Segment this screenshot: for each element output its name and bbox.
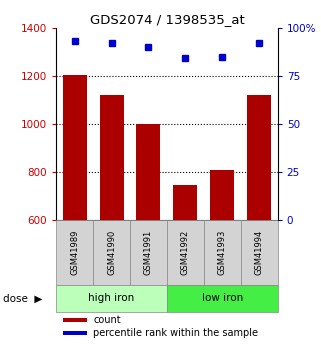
Bar: [130, 220, 167, 285]
Text: GSM41990: GSM41990: [107, 230, 116, 275]
Text: GSM41991: GSM41991: [144, 230, 153, 275]
Text: percentile rank within the sample: percentile rank within the sample: [93, 328, 258, 338]
Text: GSM41989: GSM41989: [70, 230, 79, 275]
Bar: [173, 185, 197, 345]
Text: low iron: low iron: [202, 294, 243, 304]
Bar: [63, 75, 87, 345]
Bar: [247, 95, 271, 345]
Text: GSM41993: GSM41993: [218, 230, 227, 275]
Bar: [63, 318, 87, 323]
Title: GDS2074 / 1398535_at: GDS2074 / 1398535_at: [90, 13, 244, 27]
Bar: [241, 220, 278, 285]
Bar: [167, 285, 278, 313]
Bar: [100, 95, 124, 345]
Bar: [210, 170, 234, 345]
Text: high iron: high iron: [88, 294, 135, 304]
Text: count: count: [93, 315, 121, 325]
Bar: [93, 220, 130, 285]
Text: GSM41994: GSM41994: [255, 230, 264, 275]
Text: GSM41992: GSM41992: [181, 230, 190, 275]
Bar: [136, 125, 160, 345]
Bar: [204, 220, 241, 285]
Bar: [56, 285, 167, 313]
Text: dose  ▶: dose ▶: [3, 294, 43, 304]
Bar: [167, 220, 204, 285]
Bar: [56, 220, 93, 285]
Bar: [63, 331, 87, 335]
